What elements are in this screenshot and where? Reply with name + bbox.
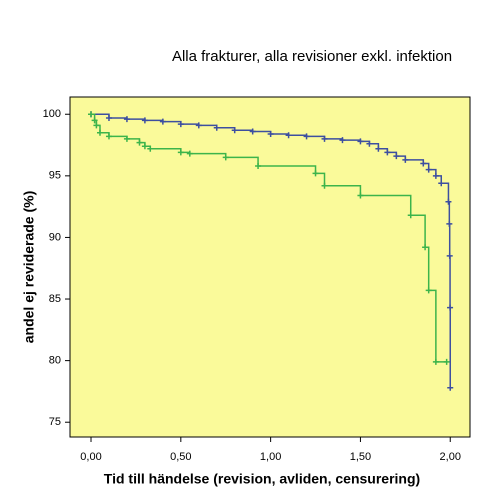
censor-mark	[443, 358, 450, 365]
censor-mark	[267, 130, 274, 137]
censor-mark	[422, 244, 429, 251]
censor-mark	[249, 128, 256, 135]
censor-mark	[141, 143, 148, 150]
censor-mark	[177, 149, 184, 156]
censor-mark	[312, 170, 319, 177]
censor-mark	[425, 166, 432, 173]
censor-mark	[402, 156, 409, 163]
censor-mark	[147, 145, 154, 152]
x-tick-label: 0,00	[80, 451, 101, 463]
censor-mark	[96, 129, 103, 136]
censor-mark	[357, 138, 364, 145]
x-tick-label: 2,00	[440, 451, 461, 463]
censor-mark	[407, 212, 414, 219]
censor-mark	[339, 137, 346, 144]
censor-mark	[285, 132, 292, 139]
censor-mark	[88, 111, 95, 118]
censor-mark	[231, 127, 238, 134]
x-tick-label: 1,50	[350, 451, 371, 463]
censor-mark	[222, 154, 229, 161]
censor-mark	[432, 172, 439, 179]
y-tick-label: 75	[49, 416, 61, 428]
y-tick-label: 100	[43, 108, 61, 120]
y-tick-label: 80	[49, 355, 61, 367]
censor-mark	[177, 121, 184, 128]
x-tick-label: 1,00	[260, 451, 281, 463]
censor-mark	[105, 114, 112, 121]
censor-mark	[366, 140, 373, 147]
y-tick-label: 90	[49, 231, 61, 243]
x-tick-label: 0,50	[170, 451, 191, 463]
censor-mark	[321, 135, 328, 142]
censor-mark	[123, 116, 130, 123]
censor-mark	[159, 118, 166, 125]
censor-mark	[446, 220, 453, 227]
censor-mark	[91, 117, 98, 124]
censor-mark	[438, 180, 445, 187]
censor-mark	[447, 384, 454, 391]
censor-mark	[303, 133, 310, 140]
censor-mark	[384, 149, 391, 156]
censor-mark	[105, 133, 112, 140]
censor-mark	[93, 122, 100, 129]
censor-mark	[357, 192, 364, 199]
censor-mark	[420, 160, 427, 167]
censor-mark	[393, 153, 400, 160]
censor-mark	[136, 139, 143, 146]
y-tick-label: 95	[49, 170, 61, 182]
censor-mark	[445, 198, 452, 205]
censor-mark	[425, 287, 432, 294]
censor-mark	[446, 252, 453, 259]
censor-mark	[375, 145, 382, 152]
chart-title: Alla frakturer, alla revisioner exkl. in…	[172, 48, 452, 65]
censor-mark	[195, 122, 202, 129]
censor-mark	[141, 117, 148, 124]
censor-mark	[123, 135, 130, 142]
censor-mark	[447, 304, 454, 311]
censor-mark	[213, 124, 220, 131]
x-axis-label: Tid till händelse (revision, avliden, ce…	[104, 471, 420, 487]
y-tick-label: 85	[49, 293, 61, 305]
censor-mark	[321, 182, 328, 189]
censor-mark	[255, 162, 262, 169]
y-axis-label: andel ej reviderade (%)	[21, 191, 37, 344]
censor-mark	[432, 358, 439, 365]
censor-mark	[186, 150, 193, 157]
plot-area	[69, 96, 471, 438]
